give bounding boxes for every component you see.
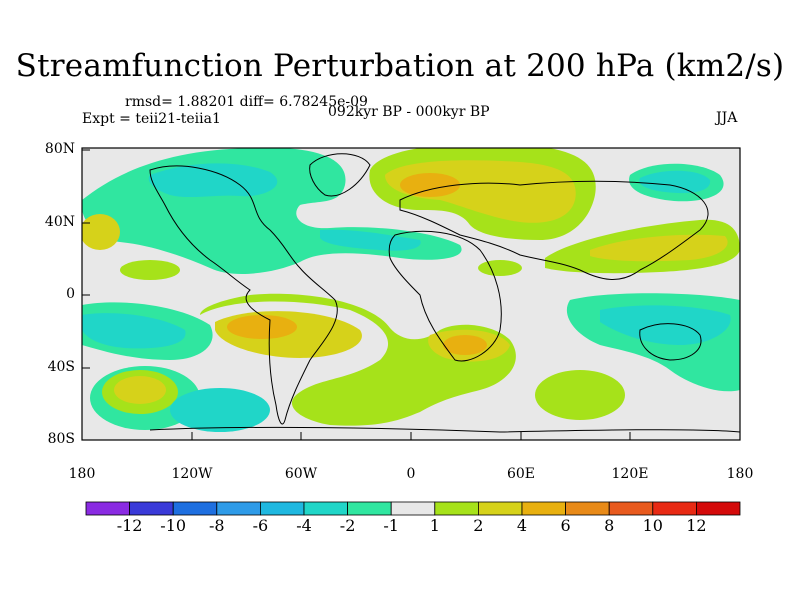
- colorbar-swatch: [303, 501, 348, 516]
- colorbar-swatch: [347, 501, 392, 516]
- colorbar-label: 6: [560, 516, 571, 535]
- colorbar-swatch: [521, 501, 566, 516]
- colorbar-label: 1: [429, 516, 440, 535]
- colorbar-label: 8: [604, 516, 615, 535]
- colorbar-label: -10: [160, 516, 187, 535]
- x-tick-label: 0: [406, 466, 416, 482]
- colorbar-label: -1: [383, 516, 399, 535]
- experiment-line: Expt = teii21-teiia1: [82, 111, 221, 127]
- x-tick-label: 180: [726, 466, 754, 482]
- x-tick-label: 60E: [506, 466, 536, 482]
- colorbar-swatch: [477, 501, 523, 516]
- colorbar-swatch: [85, 501, 130, 516]
- colorbar-label: -8: [209, 516, 225, 535]
- axis-ticks: [81, 149, 741, 441]
- colorbar-swatch: [390, 501, 436, 516]
- colorbar-label: 10: [642, 516, 663, 535]
- y-tick-label: 40S: [47, 359, 75, 375]
- y-tick-label: 80S: [47, 431, 75, 447]
- x-tick-label: 180: [68, 466, 96, 482]
- contour-fill: [82, 148, 740, 432]
- x-tick-label: 60W: [284, 466, 318, 482]
- colorbar-label: 4: [516, 516, 528, 535]
- x-tick-label: 120E: [611, 466, 649, 482]
- colorbar-swatch: [565, 501, 610, 516]
- y-tick-label: 40N: [44, 214, 75, 230]
- season-label: JJA: [716, 110, 738, 126]
- colorbar-label: 2: [473, 516, 484, 535]
- colorbar-swatch: [216, 501, 261, 516]
- page-title: Streamfunction Perturbation at 200 hPa (…: [15, 48, 785, 84]
- colorbar-swatch: [259, 501, 305, 516]
- x-tick-label: 120W: [171, 466, 213, 482]
- colorbar-swatch: [434, 501, 479, 516]
- map-panel: [81, 147, 741, 441]
- colorbar-label: -2: [339, 516, 356, 535]
- colorbar-swatch: [696, 501, 741, 516]
- colorbar-label: -6: [252, 516, 269, 535]
- period-line: 092kyr BP - 000kyr BP: [328, 104, 490, 120]
- colorbar-swatch: [608, 501, 654, 516]
- colorbar-label: -4: [296, 516, 312, 535]
- colorbar-swatch: [172, 501, 218, 516]
- colorbar-label: -12: [116, 516, 143, 535]
- colorbar: [85, 501, 741, 516]
- stats-line: rmsd= 1.88201 diff= 6.78245e-09: [125, 94, 368, 110]
- colorbar-swatch: [129, 501, 174, 516]
- y-tick-label: 0: [66, 286, 75, 302]
- colorbar-swatch: [652, 501, 697, 516]
- y-tick-label: 80N: [44, 141, 75, 157]
- coastlines: [149, 153, 741, 433]
- colorbar-label: 12: [686, 516, 707, 535]
